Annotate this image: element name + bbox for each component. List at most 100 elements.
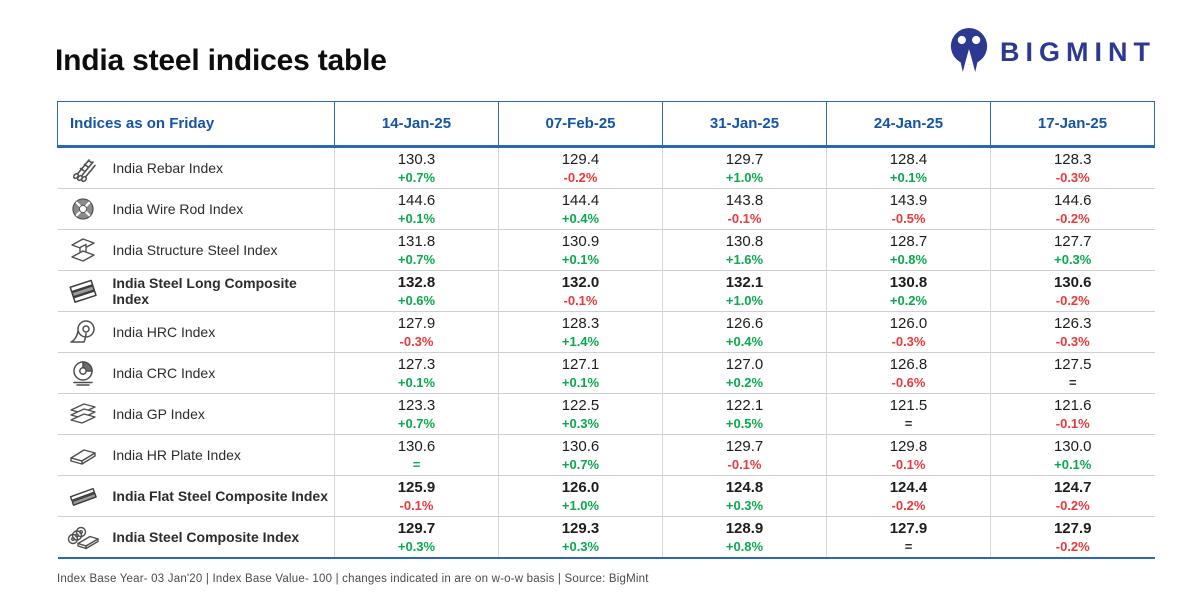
index-value: 126.8: [889, 356, 928, 373]
wow-change: +0.8%: [725, 539, 764, 554]
index-value: 123.3: [397, 397, 436, 414]
table-row: India Rebar Index 130.3 +0.7% 129.4 -0.2…: [57, 146, 1155, 189]
wow-change: +0.3%: [561, 539, 600, 554]
table-row: India Structure Steel Index 131.8 +0.7% …: [57, 229, 1155, 271]
wow-change: +0.1%: [397, 375, 436, 390]
wow-change: +0.8%: [889, 252, 928, 267]
wow-change: -0.1%: [399, 498, 434, 513]
wow-change: -0.3%: [399, 334, 434, 349]
index-label-cell: India GP Index: [57, 393, 335, 435]
index-value: 132.0: [561, 274, 600, 291]
wow-change: +0.7%: [397, 170, 436, 185]
index-value: 124.7: [1053, 479, 1092, 496]
index-value-cell: 127.9 -0.2%: [990, 516, 1155, 559]
index-label-cell: India Structure Steel Index: [57, 229, 335, 271]
wow-change: +0.1%: [889, 170, 928, 185]
index-value-cell: 124.4 -0.2%: [826, 475, 991, 517]
index-value-cell: 123.3 +0.7%: [334, 393, 499, 435]
column-header-07-feb-25: 07-Feb-25: [498, 101, 663, 148]
index-value: 128.3: [1053, 151, 1092, 168]
index-value-cell: 126.0 +1.0%: [498, 475, 663, 517]
index-name: India CRC Index: [112, 365, 216, 381]
index-name: India Steel Long Composite Index: [112, 275, 297, 307]
index-name: India Rebar Index: [112, 160, 224, 176]
index-value: 125.9: [397, 479, 436, 496]
gp-sheets-icon: [66, 399, 100, 429]
index-value: 130.6: [1053, 274, 1092, 291]
index-label-cell: India Wire Rod Index: [57, 188, 335, 230]
index-value: 131.8: [397, 233, 436, 250]
index-value-cell: 129.3 +0.3%: [498, 516, 663, 559]
index-value: 143.8: [725, 192, 764, 209]
steel-composite-icon: [66, 522, 100, 552]
index-value-cell: 144.6 -0.2%: [990, 188, 1155, 230]
index-value-cell: 124.8 +0.3%: [662, 475, 827, 517]
index-value-cell: 126.0 -0.3%: [826, 311, 991, 353]
wow-change: +1.0%: [561, 498, 600, 513]
hr-plate-icon: [66, 440, 100, 470]
bigmint-logo-text: BIGMINT: [1000, 37, 1156, 67]
wow-change: -0.2%: [1055, 498, 1090, 513]
index-value-cell: 127.1 +0.1%: [498, 352, 663, 394]
index-value: 121.5: [889, 397, 928, 414]
table-row: India GP Index 123.3 +0.7% 122.5 +0.3% 1…: [57, 393, 1155, 435]
wow-change: -0.2%: [1055, 293, 1090, 308]
flat-composite-icon: [66, 481, 100, 511]
index-value-cell: 126.3 -0.3%: [990, 311, 1155, 353]
index-value: 129.8: [889, 438, 928, 455]
index-value-cell: 132.0 -0.1%: [498, 270, 663, 312]
wow-change: +0.7%: [397, 252, 436, 267]
index-value: 127.9: [1053, 520, 1092, 537]
index-value-cell: 143.8 -0.1%: [662, 188, 827, 230]
column-header-17-jan-25: 17-Jan-25: [990, 101, 1155, 148]
table-row: India Flat Steel Composite Index 125.9 -…: [57, 475, 1155, 517]
column-header-31-jan-25: 31-Jan-25: [662, 101, 827, 148]
index-value-cell: 130.8 +0.2%: [826, 270, 991, 312]
index-value: 124.8: [725, 479, 764, 496]
index-value: 129.7: [725, 438, 764, 455]
wow-change: +0.1%: [397, 211, 436, 226]
index-value-cell: 128.7 +0.8%: [826, 229, 991, 271]
index-value-cell: 127.7 +0.3%: [990, 229, 1155, 271]
index-value-cell: 124.7 -0.2%: [990, 475, 1155, 517]
wow-change: +0.7%: [561, 457, 600, 472]
index-value: 130.6: [561, 438, 600, 455]
index-value-cell: 127.0 +0.2%: [662, 352, 827, 394]
wow-change: +0.4%: [561, 211, 600, 226]
index-name: India Steel Composite Index: [112, 529, 300, 545]
index-name: India HRC Index: [112, 324, 216, 340]
wow-change: +0.5%: [725, 416, 764, 431]
wow-change: +1.4%: [561, 334, 600, 349]
wow-change: +0.2%: [889, 293, 928, 308]
index-value-cell: 129.4 -0.2%: [498, 146, 663, 189]
structure-steel-icon: [66, 235, 100, 265]
table-row: India HRC Index 127.9 -0.3% 128.3 +1.4% …: [57, 311, 1155, 353]
index-value: 126.3: [1053, 315, 1092, 332]
bigmint-logo-icon: [948, 26, 990, 79]
wow-change: -0.1%: [727, 457, 762, 472]
index-name: India Structure Steel Index: [112, 242, 278, 258]
index-label-cell: India Flat Steel Composite Index: [57, 475, 335, 517]
wow-change: +0.3%: [561, 416, 600, 431]
wow-change: +0.6%: [397, 293, 436, 308]
index-value-cell: 130.6 -0.2%: [990, 270, 1155, 312]
index-value: 130.3: [397, 151, 436, 168]
index-value: 126.6: [725, 315, 764, 332]
index-value: 126.0: [889, 315, 928, 332]
wow-change: -0.5%: [891, 211, 926, 226]
wow-change: -0.2%: [891, 498, 926, 513]
bigmint-logo: BIGMINT: [948, 26, 1156, 79]
index-name: India HR Plate Index: [112, 447, 241, 463]
wire-rod-icon: [66, 194, 100, 224]
wow-change: +1.6%: [725, 252, 764, 267]
index-value-cell: 130.8 +1.6%: [662, 229, 827, 271]
index-value-cell: 128.3 +1.4%: [498, 311, 663, 353]
footer-note: Index Base Year- 03 Jan'20 | Index Base …: [57, 573, 649, 585]
index-value: 129.4: [561, 151, 600, 168]
index-value-cell: 129.7 -0.1%: [662, 434, 827, 476]
hrc-coil-icon: [66, 317, 100, 347]
index-value-cell: 130.9 +0.1%: [498, 229, 663, 271]
wow-change: +0.4%: [725, 334, 764, 349]
index-value-cell: 129.7 +1.0%: [662, 146, 827, 189]
wow-change: =: [904, 416, 913, 431]
